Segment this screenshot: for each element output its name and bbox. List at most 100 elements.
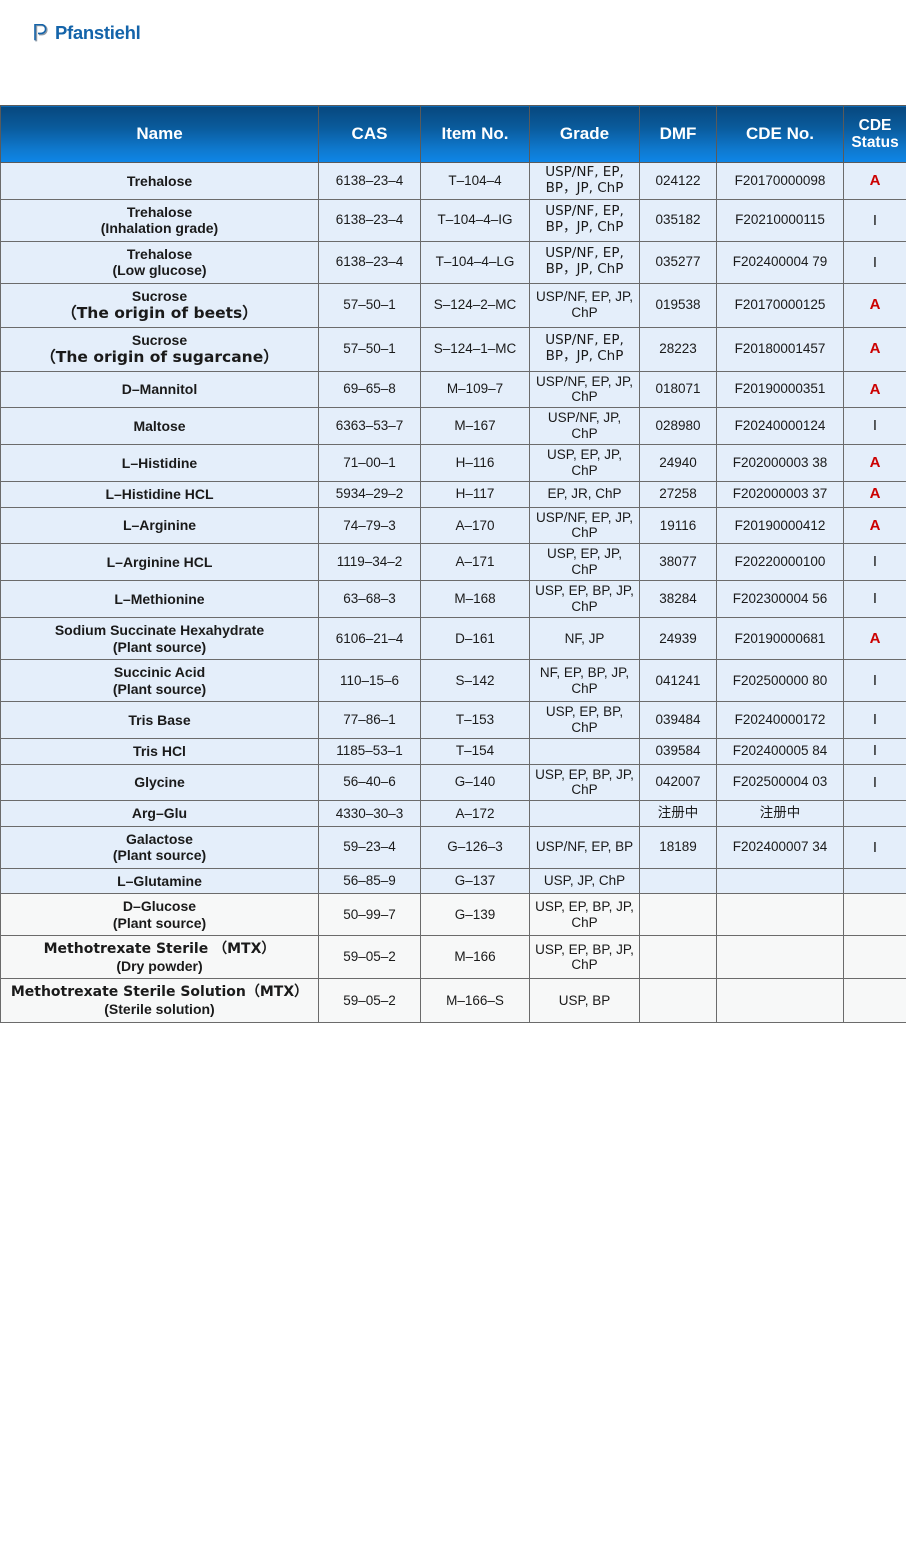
product-name-qualifier: (Plant source) — [112, 680, 207, 697]
cell-cas: 69–65–8 — [318, 370, 421, 409]
cell-grade: NF, EP, BP, JP, ChP — [529, 659, 640, 703]
cell-item-no: T–154 — [420, 737, 530, 765]
cell-name: Sucrose （The origin of sugarcane） — [0, 326, 319, 372]
table-header: Name CAS Item No. Grade DMF CDE No. CDE … — [0, 105, 906, 163]
cell-cas: 50–99–7 — [318, 893, 421, 937]
table-row: D–Glucose (Plant source) 50–99–7 G–139 USP, … — [0, 893, 906, 937]
cell-cde-no: F20210000115 — [716, 198, 844, 242]
cell-cde-no: F20170000125 — [716, 282, 844, 328]
cell-cde-no: 注册中 — [716, 800, 844, 827]
cell-cde-no: F202400007 34 — [716, 825, 844, 869]
cell-cde-status: I — [843, 580, 906, 619]
table-row: Methotrexate Sterile （MTX） (Dry powder) 59… — [0, 935, 906, 980]
cell-name: Methotrexate Sterile Solution（MTX） (Steri… — [0, 978, 319, 1023]
cell-name: Tris HCl — [0, 737, 319, 765]
product-name-qualifier: (Sterile solution) — [104, 1000, 215, 1017]
table-row: D–Mannitol 69–65–8 M–109–7 USP/NF, EP, JP, … — [0, 370, 906, 409]
cell-dmf: 38077 — [639, 543, 717, 582]
cell-item-no: T–153 — [420, 701, 530, 739]
cell-cde-status: A — [843, 617, 906, 661]
cell-grade: USP, BP — [529, 978, 640, 1023]
brand-name: Pfanstiehl — [55, 22, 141, 43]
cell-cde-status: A — [843, 444, 906, 483]
column-header-dmf[interactable]: DMF — [639, 105, 717, 163]
cell-dmf — [639, 978, 717, 1023]
product-name-qualifier: (Plant source) — [112, 847, 207, 864]
cell-cde-status — [843, 935, 906, 980]
cell-cde-no: F202400004 79 — [716, 240, 844, 284]
column-header-cas[interactable]: CAS — [318, 105, 421, 163]
cell-dmf: 028980 — [639, 407, 717, 446]
cell-grade: USP, EP, BP, ChP — [529, 701, 640, 739]
column-header-cde-status[interactable]: CDE Status — [843, 105, 906, 163]
table-row: Succinic Acid (Plant source) 110–15–6 S–142… — [0, 659, 906, 703]
cell-item-no: M–168 — [420, 580, 530, 619]
cell-dmf: 039584 — [639, 737, 717, 765]
cell-dmf: 38284 — [639, 580, 717, 619]
brand-logo[interactable]: Pfanstiehl — [34, 20, 141, 46]
cell-cde-status: A — [843, 162, 906, 200]
product-name: L–Methionine — [114, 590, 205, 607]
cell-name: L–Arginine — [0, 506, 319, 545]
product-name: Tris Base — [128, 711, 191, 728]
cell-item-no: T–104–4–LG — [420, 240, 530, 284]
cell-grade: USP/NF, EP, BP，JP, ChP — [529, 162, 640, 200]
column-header-name[interactable]: Name — [0, 105, 319, 163]
product-name: L–Histidine — [121, 454, 198, 471]
cell-cde-no: F20190000351 — [716, 370, 844, 409]
cell-cde-no: F20240000124 — [716, 407, 844, 446]
cell-item-no: T–104–4–IG — [420, 198, 530, 242]
cell-dmf — [639, 893, 717, 937]
product-name-qualifier: （The origin of sugarcane） — [40, 348, 279, 367]
cell-grade — [529, 737, 640, 765]
cell-name: Sodium Succinate Hexahydrate (Plant sourc… — [0, 617, 319, 661]
cell-cas: 57–50–1 — [318, 282, 421, 328]
column-header-grade[interactable]: Grade — [529, 105, 640, 163]
product-name-qualifier: (Plant source) — [112, 638, 207, 655]
cell-dmf: 042007 — [639, 763, 717, 802]
header-row: Name CAS Item No. Grade DMF CDE No. CDE … — [0, 105, 906, 163]
cell-grade: USP, EP, JP, ChP — [529, 543, 640, 582]
cell-cde-status: A — [843, 282, 906, 328]
column-header-cde-no[interactable]: CDE No. — [716, 105, 844, 163]
cell-cde-no: F20190000412 — [716, 506, 844, 545]
cell-cas: 6138–23–4 — [318, 240, 421, 284]
cell-name: Succinic Acid (Plant source) — [0, 659, 319, 703]
cell-cde-status: A — [843, 506, 906, 545]
table-row: Tris Base 77–86–1 T–153 USP, EP, BP, ChP 039… — [0, 701, 906, 739]
cell-cde-no: F202300004 56 — [716, 580, 844, 619]
cell-cas: 6363–53–7 — [318, 407, 421, 446]
cell-cde-no: F202500004 03 — [716, 763, 844, 802]
cell-cde-status: A — [843, 481, 906, 508]
cell-dmf: 19116 — [639, 506, 717, 545]
product-name: Sucrose — [131, 331, 188, 348]
cell-dmf: 018071 — [639, 370, 717, 409]
cell-name: Methotrexate Sterile （MTX） (Dry powder) — [0, 935, 319, 980]
cell-dmf: 019538 — [639, 282, 717, 328]
cell-dmf: 035277 — [639, 240, 717, 284]
cell-item-no: A–170 — [420, 506, 530, 545]
cell-cde-status: I — [843, 737, 906, 765]
cell-item-no: A–171 — [420, 543, 530, 582]
cell-dmf: 27258 — [639, 481, 717, 508]
product-name: Trehalose — [126, 203, 193, 220]
cell-cde-status — [843, 800, 906, 827]
cell-name: Maltose — [0, 407, 319, 446]
cell-item-no: H–116 — [420, 444, 530, 483]
column-header-item-no[interactable]: Item No. — [420, 105, 530, 163]
table-row: Sodium Succinate Hexahydrate (Plant sourc… — [0, 617, 906, 661]
cell-item-no: T–104–4 — [420, 162, 530, 200]
cell-item-no: H–117 — [420, 481, 530, 508]
table-row: L–Histidine HCL 5934–29–2 H–117 EP, JR, ChP… — [0, 481, 906, 508]
cell-cas: 1185–53–1 — [318, 737, 421, 765]
cell-cas: 71–00–1 — [318, 444, 421, 483]
cell-item-no: A–172 — [420, 800, 530, 827]
cell-dmf: 18189 — [639, 825, 717, 869]
table-row: Sucrose （The origin of beets） 57–50–1 S–124… — [0, 282, 906, 328]
cell-cas: 1119–34–2 — [318, 543, 421, 582]
cell-item-no: M–167 — [420, 407, 530, 446]
cell-item-no: G–139 — [420, 893, 530, 937]
product-name: Methotrexate Sterile Solution（MTX） — [10, 984, 309, 1001]
table-row: Trehalose (Inhalation grade) 6138–23–4 T–10… — [0, 198, 906, 242]
